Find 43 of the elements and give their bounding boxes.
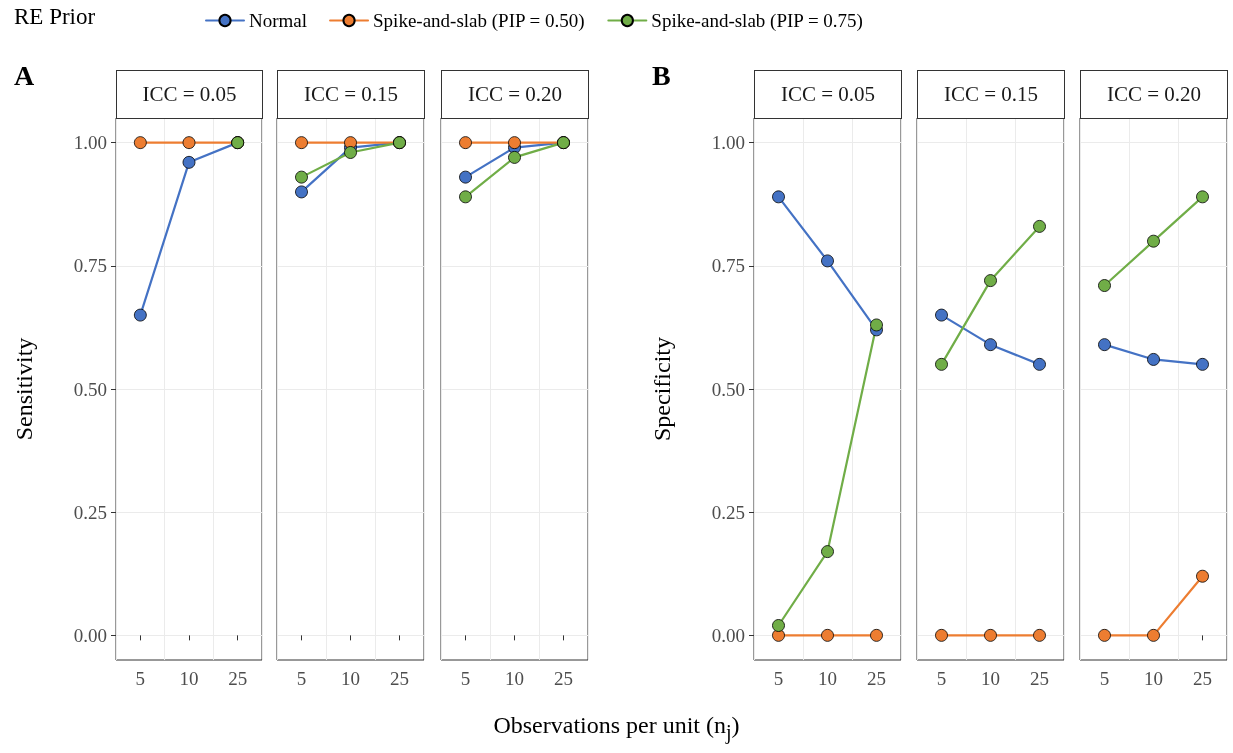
y-tick-label: 1.00 [73, 132, 107, 154]
text: A [14, 60, 35, 92]
chart-title: ICC = 0.05 [754, 70, 902, 119]
x-tick-label: 25 [867, 668, 886, 689]
x-tick-label: 25 [390, 668, 409, 689]
y-tick-label: 0.00 [711, 624, 745, 646]
text: Observations per unit (n$_{j}$) [492, 712, 741, 744]
chart-title: ICC = 0.20 [1080, 70, 1228, 119]
y-axis-title: Sensitivity [11, 337, 37, 441]
legend-label: Spike-and-slab (PIP = 0.75) [651, 10, 863, 32]
y-tick-label: 0.50 [711, 378, 745, 400]
y-tick-label: 1.00 [711, 132, 745, 154]
x-tick-label: 10 [341, 668, 360, 689]
legend-label: Normal [249, 10, 308, 31]
x-tick-label: 10 [179, 668, 199, 689]
y-tick-label: 0.25 [711, 501, 745, 523]
x-tick-label: 25 [1193, 668, 1212, 689]
chart-title: ICC = 0.15 [917, 70, 1065, 119]
x-tick-label: 5 [296, 668, 307, 689]
chart-title: ICC = 0.20 [441, 70, 589, 119]
x-tick-label: 5 [773, 668, 784, 689]
x-tick-label: 25 [554, 668, 573, 689]
x-tick-label: 10 [505, 668, 524, 689]
x-tick-label: 5 [936, 668, 947, 689]
x-tick-label: 25 [1030, 668, 1049, 689]
legend-title: RE Prior [14, 4, 96, 30]
x-tick-label: 25 [228, 668, 248, 689]
x-tick-label: 10 [981, 668, 1000, 689]
y-tick-label: 0.25 [73, 501, 107, 523]
x-tick-label: 5 [1099, 668, 1110, 689]
x-tick-label: 10 [1144, 668, 1163, 689]
x-tick-label: 5 [460, 668, 471, 689]
x-tick-label: 5 [135, 668, 146, 689]
y-axis-title: Specificity [649, 337, 675, 441]
legend-label: Spike-and-slab (PIP = 0.50) [373, 10, 585, 32]
y-tick-label: 0.75 [73, 255, 107, 277]
y-tick-label: 0.50 [73, 378, 107, 400]
y-tick-label: 0.00 [73, 624, 107, 646]
y-tick-label: 0.75 [711, 255, 745, 277]
chart-title: ICC = 0.15 [277, 70, 425, 119]
x-tick-label: 10 [818, 668, 837, 689]
chart-title: ICC = 0.05 [116, 70, 263, 119]
text: B [652, 60, 671, 92]
